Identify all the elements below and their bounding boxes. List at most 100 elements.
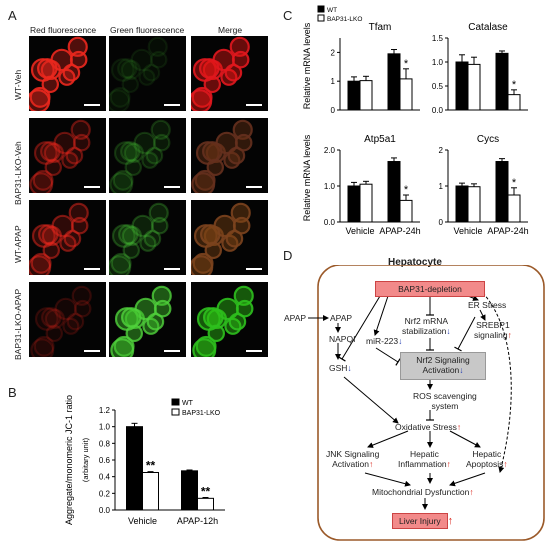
c-catalase-bar	[467, 63, 481, 111]
b-category-label: APAP-12h	[177, 516, 218, 526]
cell	[119, 141, 141, 162]
cell	[34, 307, 59, 331]
node-apap-inside: APAP	[330, 313, 353, 323]
arrow-apoptosis-mito	[449, 472, 486, 487]
cell	[192, 338, 217, 357]
cell	[29, 89, 51, 111]
cell	[130, 48, 153, 72]
cell	[73, 299, 92, 318]
cell	[133, 131, 156, 155]
cell	[201, 141, 223, 162]
cell	[61, 151, 79, 169]
down-arrow-icon: ↓	[347, 363, 352, 373]
cell	[51, 214, 74, 238]
up-arrow-icon: ↑	[446, 459, 451, 469]
arrow-bap31-apoptosis	[482, 292, 512, 473]
c-cycs-bar	[507, 194, 521, 223]
b-tick-label: 0.4	[99, 473, 111, 482]
c-atp5a1-significance: *	[404, 184, 409, 196]
micrograph-green-bap31-lko-apap	[109, 282, 186, 357]
scale-bar	[246, 268, 262, 270]
cell	[109, 86, 131, 108]
cell	[123, 142, 144, 164]
scale-bar	[84, 268, 100, 270]
c-atp5a1-category-label: APAP-24h	[379, 226, 420, 236]
b-tick-label: 0.6	[99, 456, 111, 465]
micrograph-red-wt-apap	[29, 200, 106, 275]
b-y-axis-label: Aggregate/monomeric JC-1 ratio	[64, 395, 74, 525]
node-nrf2-mrna: Nrf2 mRNA stabilization↓	[402, 316, 451, 336]
scale-bar	[84, 350, 100, 352]
cell	[70, 119, 91, 140]
b-tick-label: 1.2	[99, 406, 111, 415]
cell	[116, 58, 138, 79]
b-tick-label: 0.8	[99, 439, 111, 448]
cell	[230, 202, 251, 223]
arrow-jnk-mito	[364, 472, 411, 487]
cell	[110, 338, 135, 357]
down-arrow-icon: ↓	[446, 326, 451, 336]
cell	[110, 58, 135, 82]
b-tick-label: 1.0	[99, 423, 111, 432]
cell	[40, 307, 62, 328]
cell	[121, 75, 140, 94]
cell	[72, 133, 91, 152]
cell	[44, 308, 65, 330]
cell	[231, 50, 250, 69]
cell	[233, 285, 254, 306]
b-y-axis-sublabel: (arbitary unit)	[81, 437, 90, 482]
c-tfam-bar	[399, 78, 413, 111]
row-label-wt-apap: WT-APAP	[13, 225, 23, 263]
inhibit-bap31-gsh	[341, 295, 381, 360]
b-tick-label: 0.2	[99, 489, 111, 498]
cell	[59, 234, 77, 252]
up-arrow-icon: ↑	[447, 515, 454, 527]
node-apap-outside: APAP	[284, 313, 307, 323]
c-catalase-tick-label: 0.5	[432, 82, 444, 91]
panel-c-label: C	[283, 8, 293, 23]
cell	[69, 50, 88, 69]
c-catalase-tick-label: 0.0	[432, 106, 444, 115]
panel-a-label: A	[8, 8, 17, 23]
c-cycs-tick-label: 0	[439, 218, 444, 227]
b-legend-swatch	[171, 398, 180, 406]
cell	[62, 317, 80, 335]
arrow-bap31-mir	[373, 295, 389, 336]
c-tfam-bar	[359, 80, 373, 111]
c-catalase-bar	[507, 94, 521, 111]
c-atp5a1-category-label: Vehicle	[345, 226, 374, 236]
up-arrow-icon: ↑	[456, 422, 462, 432]
micrograph-merge-wt-veh	[191, 36, 268, 111]
b-legend-label: WT	[182, 400, 194, 407]
cell	[109, 172, 134, 193]
cell	[43, 142, 64, 164]
cell	[138, 68, 156, 86]
cell	[148, 202, 169, 223]
b-significance: **	[146, 459, 156, 473]
hepatocyte-title: Hepatocyte	[388, 257, 442, 268]
micrograph-green-wt-veh	[109, 36, 186, 111]
c-catalase-bar	[495, 52, 509, 111]
chart-b-jc1-ratio: 0.0 0.2 0.4 0.6 0.8 1.0 1.2 ** Vehicle ** APAP-12h…	[64, 395, 225, 526]
c-tfam-tick-label: 2	[331, 48, 336, 57]
c-cycs-bar	[495, 161, 509, 223]
cell	[45, 324, 64, 343]
cell	[117, 224, 139, 245]
row-label-wt-veh: WT-Veh	[13, 69, 23, 100]
pathway-diagram	[308, 265, 545, 541]
c-cycs-tick-label: 2	[439, 146, 444, 155]
cell	[53, 131, 76, 155]
col-header-red: Red fluorescence	[30, 25, 97, 35]
cell	[33, 335, 55, 357]
scale-bar	[246, 350, 262, 352]
cell	[124, 158, 143, 177]
panel-d-label: D	[283, 248, 293, 263]
cell	[131, 214, 154, 238]
c-atp5a1-bar	[347, 185, 361, 223]
cell	[122, 241, 141, 260]
cell	[30, 252, 52, 274]
node-ros-scavenging: ROS scavenging system	[413, 391, 477, 411]
chart-c-mrna-levels: Tfam 0 1 2 * Catalase 0.0 0.5 1.0 1.5 * Atp5a1 0.0 1.…	[302, 5, 529, 236]
node-bap31-depletion: BAP31-depletion	[375, 281, 485, 297]
c-catalase-tick-label: 1.0	[432, 58, 444, 67]
